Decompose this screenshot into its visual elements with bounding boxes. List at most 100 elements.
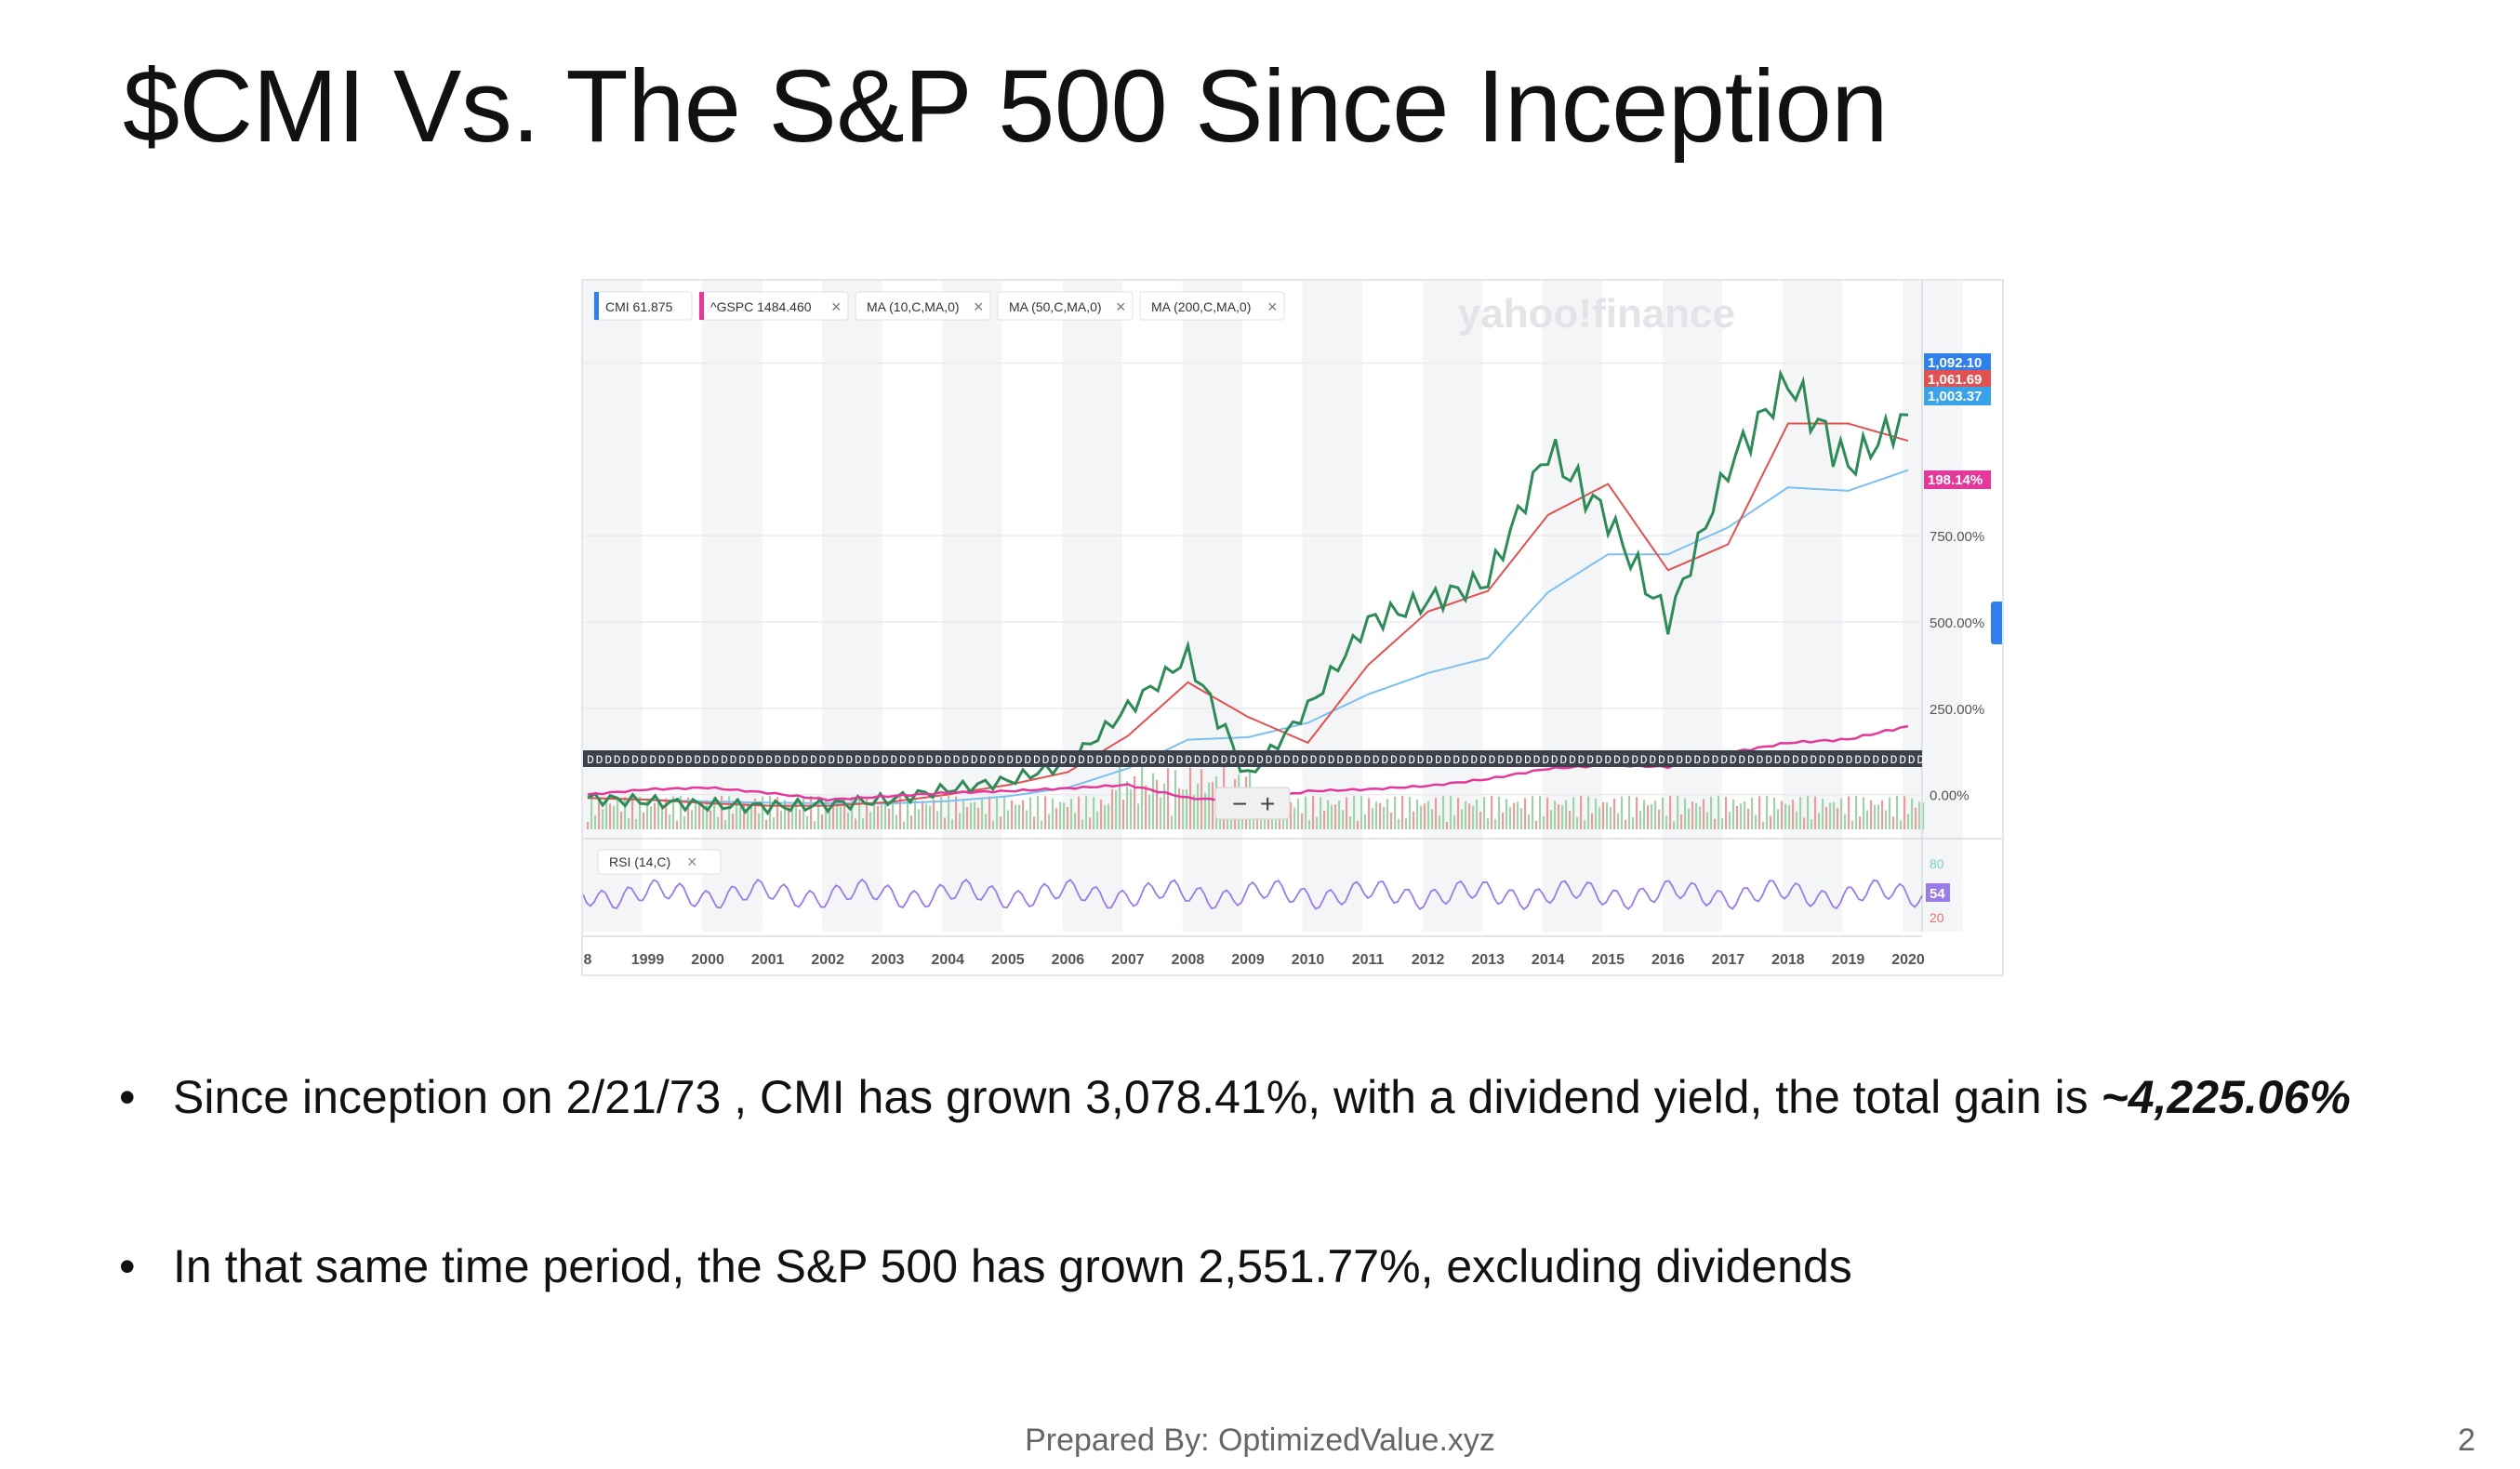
volume-bar [1885, 810, 1888, 829]
dividend-marker: D [1113, 753, 1121, 767]
volume-bar [1197, 784, 1200, 829]
chart-svg: 1,250.00750.00%500.00%250.00%0.00% 1,092… [583, 281, 2002, 968]
dividend-marker: D [944, 753, 951, 767]
dividend-marker: D [1328, 753, 1335, 767]
dividend-marker: D [1837, 753, 1844, 767]
chevron-right-icon [1991, 602, 2002, 644]
rsi-lower-label: 20 [1930, 910, 1944, 925]
volume-bar [1041, 820, 1043, 829]
value-tag-label: 1,003.37 [1928, 389, 1982, 404]
zoom-in-button: + [1260, 789, 1275, 818]
volume-bar [1331, 804, 1333, 829]
volume-bar [1379, 802, 1382, 829]
volume-bar [962, 799, 965, 829]
volume-bar [613, 805, 616, 829]
dividend-marker: D [1346, 753, 1353, 767]
bullet-dot: • [119, 1240, 136, 1292]
volume-bar [1788, 805, 1791, 829]
year-band [942, 281, 1002, 932]
year-band [1062, 281, 1122, 932]
dividend-marker: D [748, 753, 755, 767]
volume-bar [1007, 810, 1010, 829]
dividend-marker: D [1452, 753, 1460, 767]
volume-bar [643, 812, 645, 829]
dividend-marker: D [953, 753, 961, 767]
volume-bar [1275, 813, 1278, 829]
dividend-marker: D [1846, 753, 1853, 767]
volume-bar [1401, 796, 1404, 829]
close-icon: × [1267, 298, 1278, 316]
volume-bar [1219, 810, 1222, 829]
dividend-marker: D [1542, 753, 1549, 767]
volume-bar [918, 809, 921, 829]
volume-bar [1625, 819, 1627, 829]
dividend-marker: D [1301, 753, 1308, 767]
volume-bar [672, 796, 675, 829]
volume-bar [1851, 820, 1854, 829]
volume-bar [628, 817, 630, 829]
zoom-out-button: − [1232, 789, 1247, 818]
volume-bar [695, 800, 697, 829]
event-strip [583, 750, 1922, 767]
volume-bar [1502, 812, 1505, 829]
volume-bar [1777, 809, 1780, 829]
volume-bar [1305, 796, 1307, 829]
dividend-marker: D [1194, 753, 1201, 767]
volume-bar [1863, 797, 1865, 829]
dividend-marker: D [1872, 753, 1879, 767]
volume-bar [959, 813, 962, 829]
ma-50-line [587, 422, 1909, 807]
x-tick-label: 2004 [931, 952, 964, 968]
stock-chart: 1,250.00750.00%500.00%250.00%0.00% 1,092… [581, 279, 2004, 976]
year-band [1542, 281, 1603, 932]
volume-bar [1617, 813, 1620, 829]
volume-bar [784, 800, 787, 829]
volume-bar [1037, 796, 1040, 829]
volume-bar [631, 796, 634, 829]
dividend-marker: D [622, 753, 630, 767]
volume-bar [1628, 796, 1631, 829]
dividend-marker: D [738, 753, 746, 767]
volume-bar [1119, 764, 1121, 829]
volume-bar [1442, 796, 1445, 829]
dividend-marker: D [1578, 753, 1585, 767]
volume-bar [754, 799, 757, 829]
volume-bar [639, 796, 642, 829]
volume-bar [1353, 796, 1356, 829]
volume-bar [1732, 799, 1735, 829]
volume-bar [1814, 796, 1817, 829]
legend-label: MA (10,C,MA,0) [867, 299, 960, 314]
dividend-marker: D [917, 753, 924, 767]
rsi-current-label: 54 [1930, 886, 1945, 902]
slide-footer: Prepared By: OptimizedValue.xyz [1025, 1423, 1495, 1458]
volume-bar [1152, 773, 1155, 829]
volume-bar [762, 796, 764, 829]
volume-bar [646, 799, 649, 829]
volume-bar [1457, 798, 1460, 829]
legend-label: ^GSPC 1484.460 [710, 299, 812, 314]
legend-color-swatch [594, 292, 599, 320]
dividend-marker: D [1060, 753, 1068, 767]
volume-bar [650, 806, 653, 829]
volume-bar [1639, 811, 1642, 829]
dividend-marker: D [1586, 753, 1594, 767]
volume-bar [1874, 804, 1877, 829]
dividend-marker: D [1658, 753, 1665, 767]
volume-bar [765, 819, 768, 829]
volume-bar [661, 808, 664, 829]
volume-bar [1409, 797, 1412, 829]
volume-bar [1308, 820, 1311, 829]
volume-bar [1297, 798, 1300, 829]
volume-bar [1316, 816, 1319, 829]
year-band [1782, 281, 1843, 932]
dividend-marker: D [1390, 753, 1398, 767]
volume-bar [1022, 800, 1025, 829]
dividend-marker: D [1604, 753, 1611, 767]
dividend-marker: D [1747, 753, 1755, 767]
volume-bar [1081, 819, 1084, 829]
volume-bar [665, 798, 668, 829]
dividend-marker: D [1256, 753, 1264, 767]
volume-bar [1465, 801, 1467, 829]
volume-bar [739, 807, 742, 829]
x-tick-label: 2018 [1771, 952, 1805, 968]
